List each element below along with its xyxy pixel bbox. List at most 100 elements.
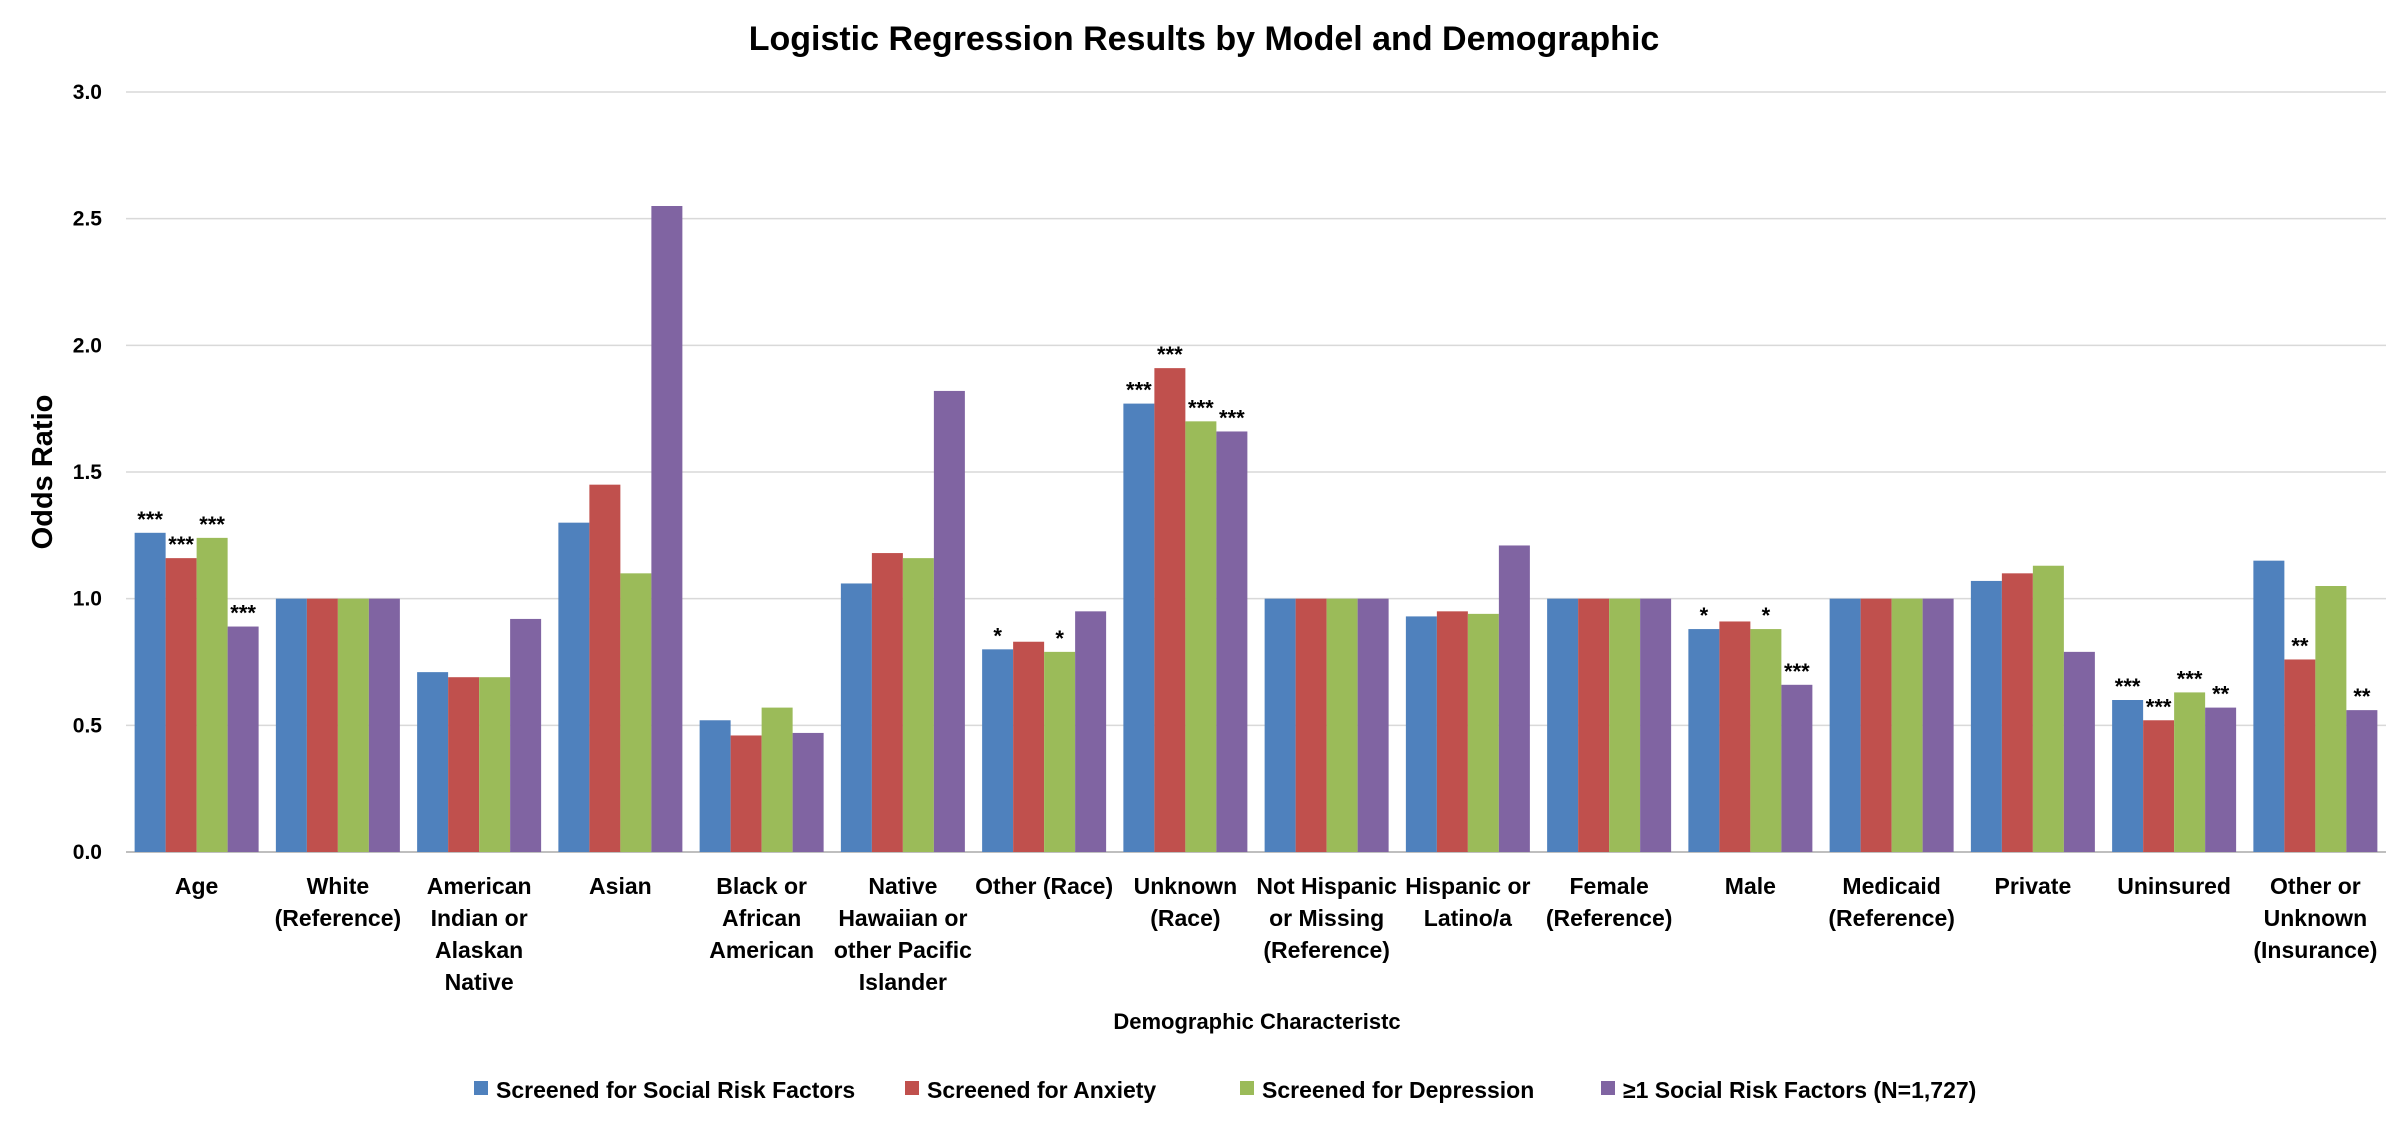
bar <box>2174 692 2206 852</box>
category-label: White <box>307 873 370 899</box>
bar <box>479 677 511 852</box>
legend-swatch <box>474 1081 488 1095</box>
bar <box>651 206 683 852</box>
bar <box>227 626 259 852</box>
category-label: Unknown <box>2264 905 2368 931</box>
category-label: (Insurance) <box>2253 937 2377 963</box>
legend-swatch <box>1601 1081 1615 1095</box>
bar <box>902 558 934 852</box>
bars <box>134 206 2378 852</box>
legend-swatch <box>905 1081 919 1095</box>
bar <box>1498 545 1530 852</box>
significance-label: *** <box>2177 666 2203 691</box>
significance-label: * <box>1762 603 1771 628</box>
significance-label: ** <box>2291 633 2309 658</box>
significance-label: *** <box>1126 378 1152 403</box>
category-label: Alaskan <box>435 937 523 963</box>
category-label: (Reference) <box>275 905 402 931</box>
bar <box>2253 560 2285 852</box>
category-label: Hispanic or <box>1405 873 1530 899</box>
significance-label: *** <box>230 601 256 626</box>
category-label: Not Hispanic <box>1256 873 1397 899</box>
bar <box>1154 368 1186 852</box>
significance-label: *** <box>1157 342 1183 367</box>
significance-label: *** <box>199 512 225 537</box>
bar <box>1609 598 1641 852</box>
bar <box>761 707 793 852</box>
y-tick-label: 0.0 <box>73 841 102 864</box>
significance-label: ** <box>2353 684 2371 709</box>
bar <box>620 573 652 852</box>
bar <box>1216 431 1248 852</box>
bar <box>2001 573 2033 852</box>
y-tick-label: 1.5 <box>73 461 103 484</box>
bar <box>1467 613 1499 852</box>
bar <box>1578 598 1610 852</box>
bar <box>2112 700 2144 852</box>
bar <box>699 720 731 852</box>
y-axis-label: Odds Ratio <box>27 395 59 550</box>
bar <box>1970 580 2002 852</box>
chart-title: Logistic Regression Results by Model and… <box>749 20 1660 58</box>
bar <box>306 598 338 852</box>
bar <box>2346 710 2378 852</box>
category-label: Native <box>445 969 514 995</box>
legend-swatch <box>1240 1081 1254 1095</box>
y-tick-label: 2.5 <box>73 208 103 231</box>
category-label: other Pacific <box>834 937 972 963</box>
category-label: (Reference) <box>1546 905 1673 931</box>
bar <box>1688 629 1720 852</box>
x-axis-label: Demographic Characteristc <box>1113 1009 1400 1034</box>
bar <box>2032 565 2064 852</box>
category-label: Medicaid <box>1842 873 1940 899</box>
significance-label: *** <box>1188 395 1214 420</box>
bar <box>1013 641 1045 852</box>
bar <box>1922 598 1954 852</box>
bar <box>871 553 903 852</box>
significance-label: ** <box>2212 682 2230 707</box>
bar <box>1295 598 1327 852</box>
bar <box>2284 659 2316 852</box>
y-axis-ticks: 0.0 0.5 1.0 1.5 2.0 2.5 3.0 <box>73 81 103 864</box>
bar <box>1264 598 1296 852</box>
category-label: Native <box>868 873 937 899</box>
legend-label: ≥1 Social Risk Factors (N=1,727) <box>1623 1077 1976 1103</box>
legend-label: Screened for Anxiety <box>927 1077 1156 1103</box>
bar <box>558 522 590 852</box>
bar <box>2143 720 2175 852</box>
bar <box>1326 598 1358 852</box>
bar <box>134 532 166 852</box>
bar <box>510 618 542 852</box>
bar <box>1075 611 1107 852</box>
bar <box>448 677 480 852</box>
category-label: or Missing <box>1269 905 1384 931</box>
significance-label: *** <box>2115 674 2141 699</box>
category-label: Female <box>1569 873 1648 899</box>
legend: Screened for Social Risk Factors Screened… <box>474 1077 1976 1103</box>
bar <box>792 732 824 852</box>
bar <box>1719 621 1751 852</box>
bar <box>1123 403 1155 852</box>
significance-label: * <box>993 623 1002 648</box>
bar <box>337 598 369 852</box>
bar <box>165 558 197 852</box>
bar <box>840 583 872 852</box>
significance-label: *** <box>137 507 163 532</box>
category-label: Private <box>1995 873 2072 899</box>
category-label: Other (Race) <box>975 873 1113 899</box>
category-label: Hawaiian or <box>838 905 967 931</box>
bar <box>933 390 965 852</box>
bar <box>2315 586 2347 852</box>
bar <box>368 598 400 852</box>
bar <box>1044 651 1076 852</box>
significance-label: * <box>1055 626 1064 651</box>
bar <box>1860 598 1892 852</box>
category-label: Male <box>1725 873 1776 899</box>
category-label: Unknown <box>1134 873 1238 899</box>
y-tick-label: 2.0 <box>73 334 102 357</box>
category-label: Islander <box>859 969 947 995</box>
bar <box>982 649 1014 852</box>
category-label: (Race) <box>1150 905 1220 931</box>
bar <box>275 598 307 852</box>
